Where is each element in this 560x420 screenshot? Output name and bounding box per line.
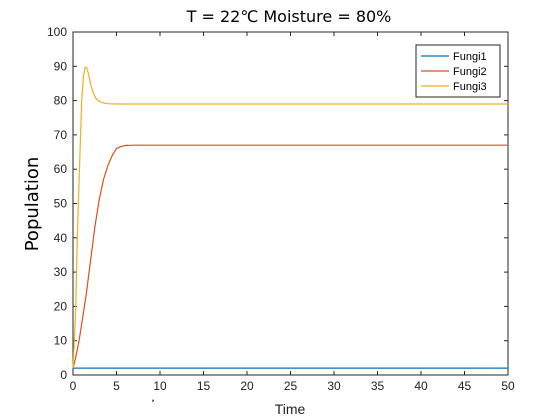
y-tick-label: 70 <box>54 128 68 142</box>
x-tick-label: 25 <box>284 379 298 393</box>
chart-title: T = 22℃ Moisture = 80% <box>186 7 392 26</box>
x-tick-label: 45 <box>458 379 472 393</box>
legend: Fungi1 Fungi2 Fungi3 <box>415 44 501 98</box>
x-tick-label: 5 <box>113 379 120 393</box>
series-line-fungi3 <box>72 66 508 369</box>
y-tick-label: 100 <box>47 25 67 39</box>
stray-mark <box>152 399 154 402</box>
y-axis-label: Population <box>22 157 43 252</box>
x-tick-label: 10 <box>153 379 167 393</box>
x-tick-label: 50 <box>501 379 515 393</box>
x-tick-label: 40 <box>414 379 428 393</box>
x-tick-label: 20 <box>240 379 254 393</box>
y-tick-label: 80 <box>54 94 68 108</box>
x-axis-label: Time <box>275 401 306 417</box>
x-tick-label: 15 <box>197 379 211 393</box>
legend-label: Fungi3 <box>453 81 487 93</box>
legend-label: Fungi2 <box>453 66 487 78</box>
legend-label: Fungi1 <box>453 51 487 63</box>
x-tick-label: 35 <box>371 379 385 393</box>
x-axis: 0 5 10 15 20 25 30 35 40 45 50 <box>70 32 515 393</box>
series-line-fungi2 <box>72 144 508 369</box>
y-tick-label: 90 <box>54 59 68 73</box>
y-tick-label: 30 <box>54 265 68 279</box>
y-tick-label: 60 <box>54 162 68 176</box>
y-tick-label: 40 <box>54 231 68 245</box>
x-tick-label: 0 <box>70 379 77 393</box>
series-layer <box>72 66 508 369</box>
x-tick-label: 30 <box>327 379 341 393</box>
y-tick-label: 10 <box>54 334 68 348</box>
y-tick-label: 0 <box>60 368 67 382</box>
y-tick-label: 50 <box>54 197 68 211</box>
y-tick-label: 20 <box>54 299 68 313</box>
y-axis: 0 10 20 30 40 50 60 70 80 90 100 <box>47 25 508 382</box>
